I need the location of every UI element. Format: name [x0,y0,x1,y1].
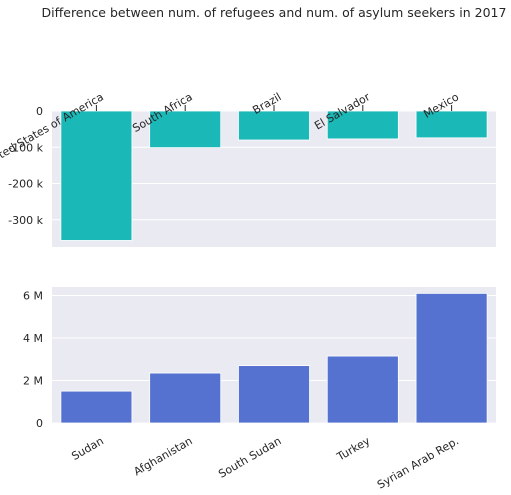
top-y-tick-label: -100 k [8,141,43,154]
top-bar-5 [415,110,488,139]
top-y-tick-label: -300 k [8,214,43,227]
bottom-category-label: Syrian Arab Rep. [375,434,461,491]
bottom-y-tick-label: 6 M [23,290,43,303]
top-y-tick-label: 0 [36,105,43,118]
bottom-bar-4 [326,355,399,424]
bottom-category-label: Afghanistan [131,434,194,478]
bottom-bar-1 [60,390,133,424]
bottom-y-tick-label: 4 M [23,332,43,345]
top-bar-1 [60,110,133,241]
bottom-y-tick-label: 0 [36,417,43,430]
bottom-category-label: South Sudan [216,434,283,480]
bottom-bar-5 [415,292,488,424]
bottom-bar-3 [238,365,310,424]
bottom-category-label: Turkey [334,434,373,464]
top-y-tick-label: -200 k [8,178,43,191]
bottom-panel: 0 2 M 4 M 6 M Sudan Afghanistan South Sudan Tur… [23,287,496,492]
chart-title: Difference between num. of refugees and … [42,5,507,20]
bottom-bar-2 [149,372,222,424]
bottom-y-tick-label: 2 M [23,375,43,388]
bottom-category-label: Sudan [69,434,106,463]
top-bar-3 [238,110,310,141]
